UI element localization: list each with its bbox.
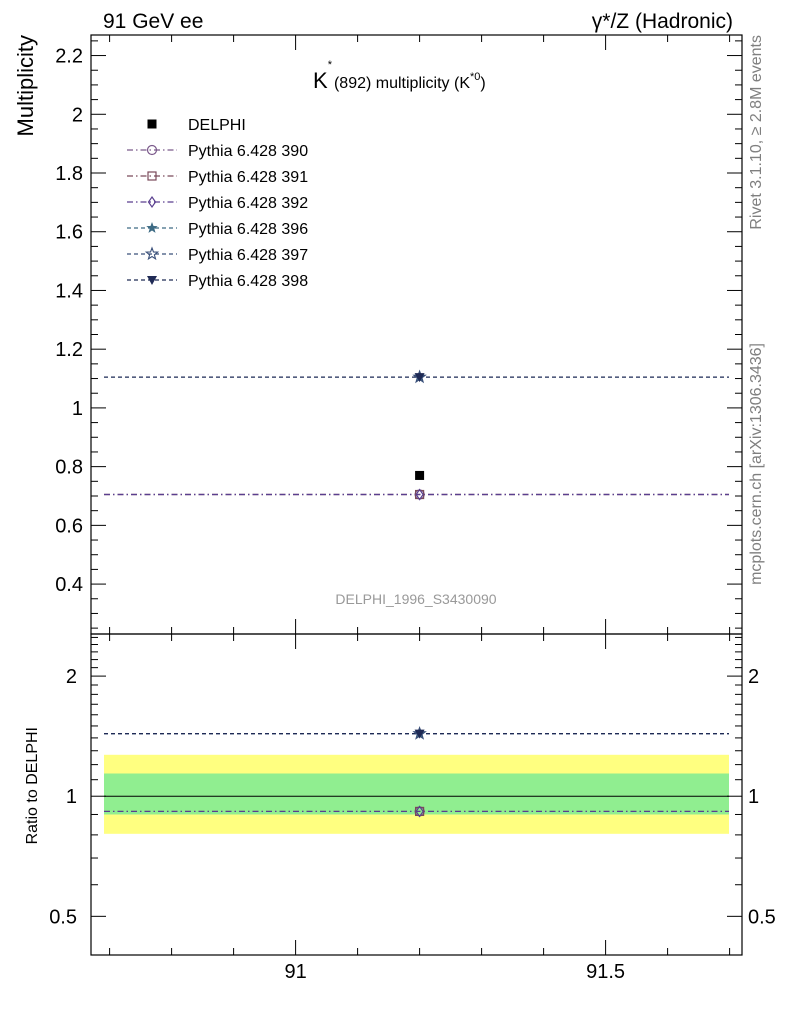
- legend-entry-5: Pythia 6.428 397: [127, 246, 308, 264]
- legend: DELPHI Pythia 6.428 390 Pythia 6.428 391 Py…: [127, 117, 308, 290]
- legend-marker: [146, 144, 158, 156]
- legend-label: Pythia 6.428 396: [188, 221, 308, 238]
- top-y-ticks: [91, 35, 742, 634]
- mcplots-note: mcplots.cern.ch [arXiv:1306.3436]: [748, 343, 765, 585]
- header-right: γ*/Z (Hadronic): [592, 10, 733, 33]
- data-point-delphi: [415, 470, 425, 480]
- y-tick-label: 1.4: [55, 280, 83, 302]
- ratio-y-tick-label: 0.5: [49, 906, 77, 928]
- legend-marker: [146, 222, 158, 233]
- legend-marker: [144, 246, 160, 261]
- legend-label: Pythia 6.428 390: [188, 143, 308, 160]
- x-tick-label: 91.5: [586, 961, 625, 983]
- ratio-y-tick-label: 1: [66, 786, 77, 808]
- ratio-axis-label: Ratio to DELPHI: [24, 727, 41, 844]
- legend-label: Pythia 6.428 391: [188, 169, 308, 186]
- top-panel: 0.4 0.6 0.8 1 1.2 1.4 1.6 1.8 2 2.2: [55, 35, 742, 634]
- y-tick-label: 0.6: [55, 515, 83, 537]
- legend-entry-4: Pythia 6.428 396: [127, 221, 308, 238]
- ratio-y-tick-label-right: 2: [748, 666, 759, 688]
- y-tick-label: 0.4: [55, 574, 83, 596]
- y-tick-label: 0.8: [55, 457, 83, 479]
- y-tick-label: 1: [72, 398, 83, 420]
- legend-marker: [147, 276, 157, 285]
- y-tick-label: 1.6: [55, 222, 83, 244]
- rivet-note: Rivet 3.1.10, ≥ 2.8M events: [748, 35, 765, 230]
- ratio-y-tick-label-right: 0.5: [748, 906, 776, 928]
- legend-label: DELPHI: [188, 117, 246, 134]
- series-marker-2: [415, 488, 424, 501]
- legend-marker: [147, 119, 157, 129]
- y-tick-label: 2: [72, 104, 83, 126]
- legend-entry-3: Pythia 6.428 392: [127, 195, 308, 212]
- y-tick-label: 1.8: [55, 163, 83, 185]
- legend-entry-0: DELPHI: [147, 117, 246, 134]
- y-axis-label: Multiplicity: [13, 35, 38, 136]
- x-tick-label: 91: [284, 961, 306, 983]
- ratio-y-ticks: [91, 634, 742, 955]
- legend-entry-2: Pythia 6.428 391: [127, 169, 308, 186]
- header-left: 91 GeV ee: [103, 10, 203, 33]
- legend-marker: [147, 195, 157, 209]
- legend-label: Pythia 6.428 397: [188, 247, 308, 264]
- plot-title: K*(892) multiplicity (K*0): [313, 59, 486, 93]
- series-marker-5: [414, 373, 425, 383]
- legend-label: Pythia 6.428 392: [188, 195, 308, 212]
- legend-label: Pythia 6.428 398: [188, 273, 308, 290]
- ratio-y-tick-label-right: 1: [748, 786, 759, 808]
- ratio-panel-frame: [90, 633, 743, 956]
- ratio-y-tick-label: 2: [66, 666, 77, 688]
- y-tick-label: 1.2: [55, 339, 83, 361]
- ratio-marker-2: [415, 805, 424, 818]
- legend-entry-1: Pythia 6.428 390: [127, 143, 308, 160]
- legend-marker: [147, 171, 157, 181]
- ratio-panel: 0.5 0.5 1 1 2 2 91 91.5: [49, 634, 776, 983]
- legend-entry-6: Pythia 6.428 398: [127, 273, 308, 290]
- ratio-marker-5: [414, 729, 425, 739]
- analysis-watermark: DELPHI_1996_S3430090: [335, 591, 496, 607]
- y-tick-label: 2.2: [55, 46, 83, 68]
